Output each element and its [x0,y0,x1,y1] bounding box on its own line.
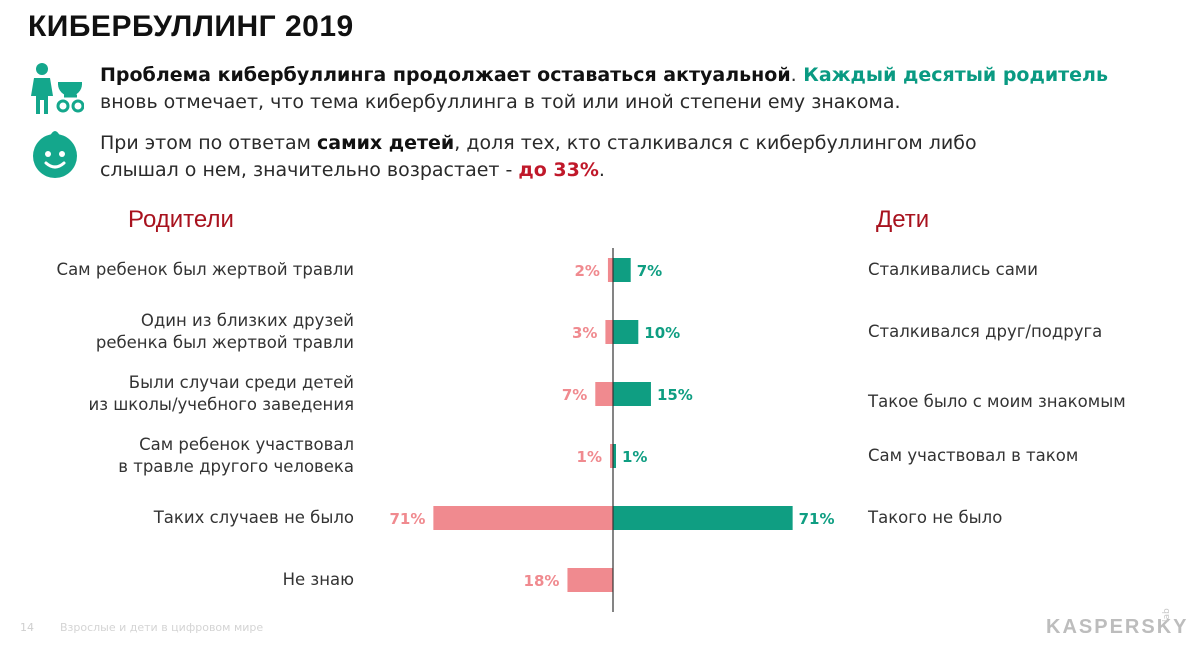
parents-category-line: Были случаи среди детей [128,373,354,392]
children-category-label: Сталкивались сами [868,260,1038,279]
parents-category-label: Таких случаев не было [0,507,354,529]
parents-category-line: из школы/учебного заведения [88,395,354,414]
parents-category-line: в травле другого человека [118,457,354,476]
kaspersky-logo: KASPERSKY [1046,616,1189,638]
parents-category-line: ребенка был жертвой травли [95,333,354,352]
children-bar [613,320,639,344]
children-column-heading: Дети [876,206,930,233]
parents-category-label: Не знаю [0,569,354,591]
parents-bar [607,258,613,282]
children-bar [613,506,793,530]
parents-value-label: 2% [574,262,599,280]
parents-category-label: Были случаи среди детей из школы/учебного… [0,372,354,416]
parents-value-label: 18% [524,572,560,590]
children-value-label: 1% [622,448,647,466]
parents-bar [567,568,613,592]
children-value-label: 71% [799,510,835,528]
intro-teal-text: Каждый десятый родитель [796,64,1108,86]
children-value-label: 10% [644,324,680,342]
parents-category-label: Один из близких друзей ребенка был жертво… [0,310,354,354]
parents-category-line: Таких случаев не было [153,508,354,527]
intro-p2-c: слышал о нем, значительно возрастает - [100,159,519,181]
kaspersky-logo-sub: lab [1162,608,1172,622]
parents-category-label: Сам ребенок был жертвой травли [0,259,354,281]
parents-category-label: Сам ребенок участвовал в травле другого ч… [0,434,354,478]
children-value-label: 7% [637,262,662,280]
intro-p2-bold: самих детей [316,132,455,154]
parents-value-label: 1% [577,448,602,466]
parents-column-heading: Родители [128,206,234,233]
parents-category-line: Один из близких друзей [140,311,354,330]
parents-category-line: Не знаю [282,570,354,589]
intro-dot: . [790,64,797,86]
parents-value-label: 3% [572,324,597,342]
children-category-label: Такое было с моим знакомым [868,392,1126,411]
children-value-label: 15% [657,386,693,404]
children-category-label: Сталкивался друг/подруга [868,322,1103,341]
parents-bar [595,382,613,406]
parents-bar [610,444,613,468]
parents-bar [433,506,613,530]
parents-category-line: Сам ребенок был жертвой травли [56,260,354,279]
intro-p2-a: При этом по ответам [100,132,317,154]
children-bar [613,444,616,468]
footer-text: Взрослые и дети в цифровом мире [60,621,264,634]
parents-value-label: 71% [389,510,425,528]
intro-bold-text: Проблема кибербуллинга продолжает остава… [100,64,791,86]
page-title: КИБЕРБУЛЛИНГ 2019 [28,10,354,43]
page-number: 14 [20,621,34,634]
children-category-label: Такого не было [868,508,1003,527]
child-face-icon [33,131,77,178]
parent-with-stroller-icon [31,63,84,114]
children-category-label: Сам участвовал в таком [868,446,1079,465]
intro-line-2: вновь отмечает, что тема кибербуллинга в… [100,91,901,113]
children-bar [613,258,631,282]
intro-paragraph-2: При этом по ответам самих детей, доля те… [100,130,977,184]
intro-paragraph-1: Проблема кибербуллинга продолжает остава… [100,62,1108,116]
children-bar [613,382,651,406]
intro-p2-red: до 33% [518,159,599,181]
parents-category-line: Сам ребенок участвовал [139,435,354,454]
parents-value-label: 7% [562,386,587,404]
parents-bar [605,320,613,344]
intro-p2-end: . [598,159,605,181]
intro-p2-b: , доля тех, кто сталкивался с кибербулли… [454,132,977,154]
